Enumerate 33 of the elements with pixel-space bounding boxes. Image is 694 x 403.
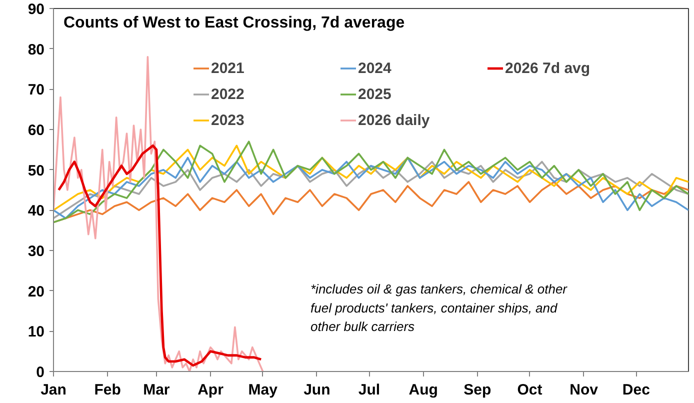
- legend-label: 2024: [358, 58, 392, 78]
- x-tick-label: Oct: [517, 382, 542, 398]
- chart-title: Counts of West to East Crossing, 7d average: [64, 14, 405, 32]
- y-tick-label: 70: [28, 82, 45, 99]
- y-tick-label: 20: [28, 283, 45, 300]
- legend-label: 2025: [358, 84, 392, 104]
- line-series: [58, 144, 262, 367]
- x-tick-label: Jun: [304, 382, 330, 398]
- annotation: *includes oil & gas tankers, chemical & other fuel products' tankers, container ships, and other bulk carriers: [310, 282, 568, 334]
- x-tick-label: Dec: [622, 382, 650, 398]
- line-series: [54, 56, 264, 372]
- y-tick-label: 60: [28, 122, 45, 139]
- y-tick-label: 90: [28, 1, 45, 18]
- x-tick-label: Apr: [198, 382, 224, 398]
- legend-label: 2026 daily: [358, 110, 431, 130]
- x-tick-label: Feb: [94, 382, 121, 398]
- x-tick-label: Jan: [40, 382, 66, 398]
- y-tick-label: 80: [28, 41, 45, 58]
- y-tick-label: 50: [28, 162, 45, 180]
- x-tick-label: Nov: [570, 382, 599, 398]
- x-tick-label: Aug: [408, 382, 438, 398]
- y-tick-label: 30: [28, 243, 45, 260]
- y-tick-label: 40: [28, 202, 45, 220]
- x-tick-label: Mar: [143, 382, 170, 398]
- y-tick-label: 0: [36, 364, 44, 381]
- x-tick-label: Sep: [464, 382, 492, 398]
- x-tick-label: Jul: [358, 382, 380, 398]
- legend-label: 2022: [211, 84, 246, 104]
- y-tick-label: 10: [28, 324, 45, 341]
- legend-label: 2023: [211, 110, 246, 130]
- legend-label: 2021: [211, 58, 246, 78]
- x-tick-label: May: [248, 382, 278, 398]
- legend-label: 2026 7d avg: [505, 58, 592, 78]
